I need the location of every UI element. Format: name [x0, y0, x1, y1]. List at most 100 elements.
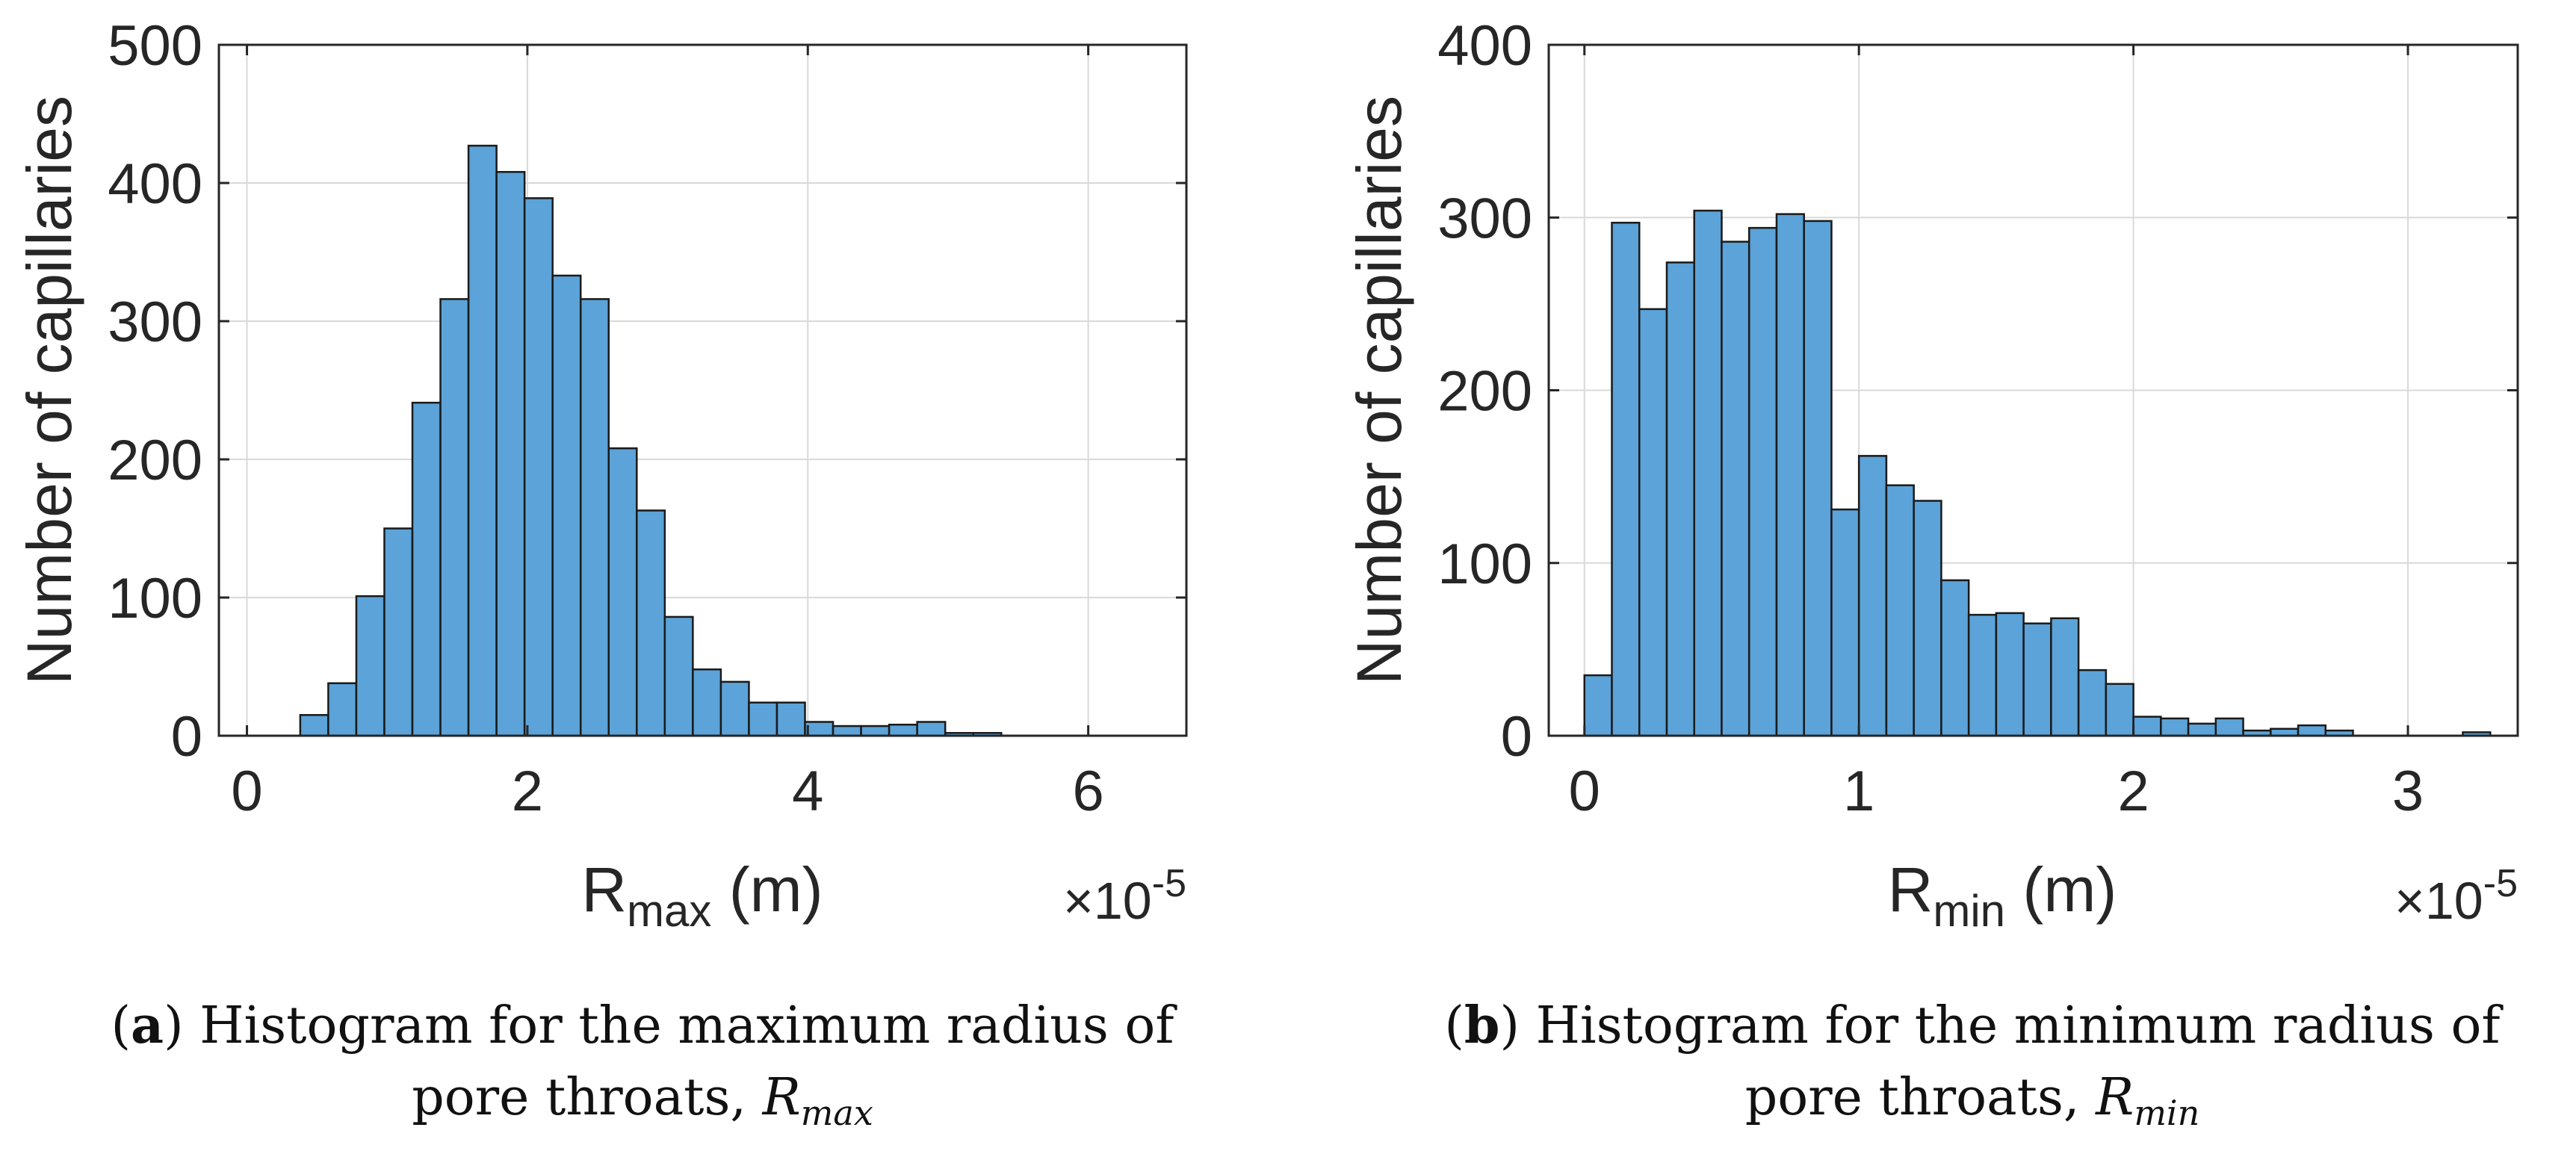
histogram-bar — [1721, 241, 1750, 737]
x-tick-label: 4 — [792, 760, 823, 823]
histogram-bar — [1583, 674, 1613, 737]
histogram-bar — [1665, 261, 1695, 737]
histogram-bar — [1940, 579, 1970, 737]
histogram-bar — [2214, 717, 2244, 737]
x-axis-exponent: ×10-5 — [1063, 862, 1186, 930]
y-tick-label: 500 — [108, 14, 202, 78]
x-axis-label-subscript: min — [1933, 886, 2005, 936]
histogram-bar — [1775, 213, 1805, 737]
histogram-bar — [1885, 484, 1915, 737]
caption-symbol: R — [2096, 1068, 2134, 1127]
y-tick-label: 100 — [1437, 533, 1532, 596]
histogram-bar — [692, 668, 722, 737]
x-tick-label: 1 — [1843, 760, 1874, 823]
histogram-bar — [383, 527, 414, 737]
x-tick-label: 0 — [231, 760, 262, 823]
histogram-bar — [748, 701, 778, 737]
histogram-bar — [2187, 722, 2217, 737]
histogram-bar — [1857, 455, 1888, 737]
exponent-base: ×10 — [1063, 872, 1152, 930]
x-axis-label-unit: (m) — [2005, 854, 2117, 925]
x-axis-label: Rmin (m) — [1888, 854, 2117, 936]
histogram-bar — [355, 595, 386, 737]
y-tick-label: 0 — [1501, 705, 1532, 769]
histogram-bar — [1913, 500, 1942, 737]
caption-a: (a) Histogram for the maximum radius of … — [111, 996, 1174, 1133]
histogram-bar — [2160, 717, 2190, 737]
histogram-bar — [2022, 622, 2052, 737]
histogram-bar — [1995, 612, 2025, 737]
histogram-bar — [1803, 220, 1833, 737]
caption-label: a — [131, 996, 164, 1055]
histogram-bar — [663, 615, 694, 737]
y-tick-label: 300 — [108, 291, 202, 354]
y-tick-label: 400 — [1437, 14, 1532, 78]
histogram-bar — [1830, 508, 1860, 737]
y-tick-label: 100 — [108, 567, 202, 630]
ticks: 0 2 4 6 0 100 200 300 400 500 — [108, 14, 1186, 823]
x-axis-label-unit: (m) — [711, 854, 823, 925]
ticks: 0 1 2 3 0 100 200 300 400 — [1437, 14, 2518, 823]
histogram-bar — [523, 197, 554, 737]
x-tick-label: 0 — [1569, 760, 1600, 823]
histogram-bar — [551, 274, 582, 737]
x-tick-label: 3 — [2392, 760, 2424, 823]
histogram-bar — [804, 721, 835, 737]
y-tick-label: 400 — [108, 152, 202, 216]
histogram-bar — [2105, 683, 2134, 737]
histogram-bar — [1747, 226, 1778, 737]
histogram-bar — [2077, 668, 2108, 737]
histogram-bar — [832, 725, 862, 737]
y-axis-label: Number of capillaries — [14, 96, 84, 685]
histogram-bar — [495, 170, 526, 737]
caption-text: ) Histogram for the maximum radius of po… — [164, 996, 1174, 1127]
caption-label: b — [1464, 996, 1500, 1055]
y-axis-label: Number of capillaries — [1344, 96, 1414, 685]
axes-box — [217, 43, 1188, 737]
caption-b: (b) Histogram for the minimum radius of … — [1444, 996, 2501, 1133]
histogram-bar — [411, 401, 442, 737]
histogram-bar — [467, 144, 498, 737]
y-tick-label: 200 — [1437, 360, 1532, 424]
histogram-bar — [916, 721, 947, 737]
bars — [1583, 209, 2492, 737]
y-tick-label: 300 — [1437, 187, 1532, 250]
histogram-bar — [579, 298, 610, 737]
histogram-bar — [636, 509, 666, 737]
caption-text: ) Histogram for the minimum radius of po… — [1499, 996, 2501, 1127]
histogram-bar — [2050, 617, 2080, 737]
histogram-bar — [2297, 724, 2327, 737]
histogram-bar — [719, 680, 750, 737]
histogram-bar — [299, 714, 329, 737]
x-axis-label: Rmax (m) — [581, 854, 823, 936]
caption-symbol-subscript: max — [800, 1093, 873, 1133]
y-tick-label: 0 — [171, 705, 202, 769]
x-axis-label-symbol: R — [1888, 854, 1933, 925]
histogram-bar — [860, 725, 891, 737]
histogram-bar — [1967, 613, 1998, 737]
histogram-bar — [327, 682, 358, 737]
caption-symbol: R — [762, 1068, 801, 1127]
histogram-bar — [1638, 308, 1668, 737]
y-tick-label: 200 — [108, 429, 202, 492]
histogram-bar — [607, 447, 638, 737]
x-axis-label-symbol: R — [581, 854, 627, 925]
histogram-panel-a: 0 2 4 6 0 100 200 300 400 500 Number of capillari… — [14, 14, 1188, 936]
exponent-base: ×10 — [2394, 872, 2483, 930]
x-axis-exponent: ×10-5 — [2394, 862, 2518, 930]
x-axis-label-subscript: max — [627, 886, 711, 936]
histogram-bar — [1611, 221, 1641, 737]
histogram-bar — [439, 298, 470, 737]
bars — [299, 144, 1003, 737]
x-tick-label: 6 — [1072, 760, 1103, 823]
caption-symbol-subscript: min — [2134, 1093, 2200, 1133]
histogram-bar — [1693, 209, 1723, 737]
x-tick-label: 2 — [2117, 760, 2149, 823]
histogram-bar — [775, 701, 806, 737]
histogram-bar — [2132, 716, 2162, 737]
histogram-bar — [888, 723, 918, 737]
exponent-power: -5 — [1152, 862, 1186, 905]
exponent-power: -5 — [2483, 862, 2518, 905]
